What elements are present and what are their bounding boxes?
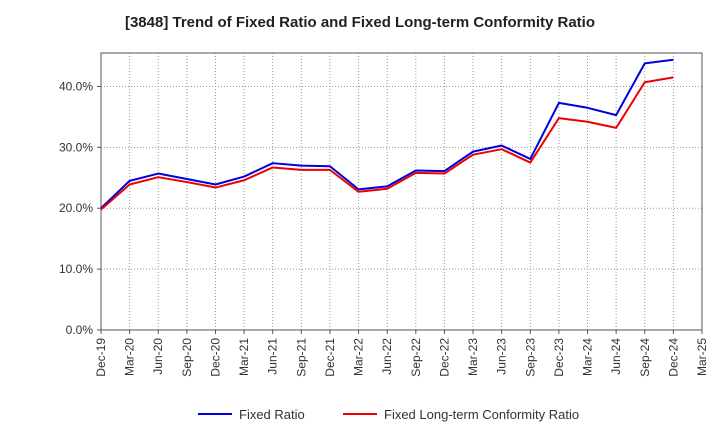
y-tick-label: 30.0% bbox=[59, 140, 93, 154]
x-axis-ticks: Dec-19 Mar-20 Jun-20 Sep-20 Dec-20 Mar-21 Jun-… bbox=[94, 330, 709, 377]
x-tick-label: Dec-20 bbox=[208, 338, 222, 377]
x-tick-label: Jun-22 bbox=[380, 338, 394, 375]
series-line-fixed-long-term-conformity-ratio bbox=[100, 76, 674, 211]
x-tick-label: Dec-24 bbox=[666, 338, 680, 377]
x-tick-label: Mar-23 bbox=[466, 338, 480, 376]
series-line-fixed-ratio bbox=[100, 58, 674, 209]
chart-title: [3848] Trend of Fixed Ratio and Fixed Lo… bbox=[124, 14, 596, 31]
plot-frame bbox=[100, 52, 703, 331]
axes bbox=[100, 52, 703, 331]
x-tick-label: Mar-21 bbox=[237, 338, 251, 376]
x-tick-label: Sep-21 bbox=[294, 338, 308, 377]
x-tick-label: Sep-20 bbox=[180, 338, 194, 377]
y-tick-label: 0.0% bbox=[66, 323, 94, 337]
x-tick-label: Dec-21 bbox=[323, 338, 337, 377]
y-axis-ticks: 0.0% 10.0% 20.0% 30.0% 40.0% bbox=[59, 79, 101, 337]
x-tick-label: Mar-25 bbox=[695, 338, 709, 376]
x-tick-label: Mar-22 bbox=[352, 338, 366, 376]
legend-label: Fixed Long-term Conformity Ratio bbox=[384, 407, 579, 422]
y-tick-label: 10.0% bbox=[59, 262, 93, 276]
x-tick-label: Jun-21 bbox=[266, 338, 280, 375]
y-tick-label: 40.0% bbox=[59, 79, 93, 93]
x-tick-label: Jun-23 bbox=[495, 338, 509, 375]
x-tick-label: Sep-22 bbox=[409, 338, 423, 377]
x-tick-label: Mar-24 bbox=[581, 338, 595, 376]
x-tick-label: Dec-22 bbox=[437, 338, 451, 377]
x-tick-label: Dec-23 bbox=[552, 338, 566, 377]
y-tick-label: 20.0% bbox=[59, 201, 93, 215]
x-tick-label: Jun-24 bbox=[609, 338, 623, 375]
legend: Fixed Ratio Fixed Long-term Conformity Ra… bbox=[198, 407, 579, 422]
x-tick-label: Mar-20 bbox=[123, 338, 137, 376]
x-tick-label: Sep-23 bbox=[523, 338, 537, 377]
x-tick-label: Sep-24 bbox=[638, 338, 652, 377]
legend-label: Fixed Ratio bbox=[239, 407, 305, 422]
x-tick-label: Jun-20 bbox=[151, 338, 165, 375]
series-lines bbox=[100, 58, 674, 211]
x-tick-label: Dec-19 bbox=[94, 338, 108, 377]
grid-lines bbox=[100, 53, 703, 331]
